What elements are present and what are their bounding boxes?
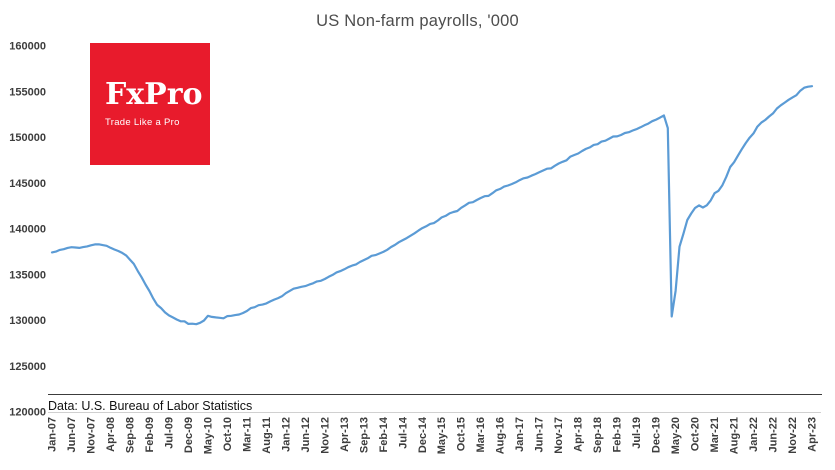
x-tick-label: Apr-18	[573, 417, 585, 452]
x-tick-label: Jun-17	[534, 417, 546, 452]
x-tick-label: Jun-07	[66, 417, 78, 452]
y-tick-label: 130000	[9, 315, 46, 327]
x-tick-label: Sep-08	[124, 417, 136, 453]
x-tick-label: Dec-14	[417, 416, 429, 453]
y-tick-label: 155000	[9, 86, 46, 98]
x-tick-label: Oct-20	[690, 417, 702, 451]
payrolls-series-line	[50, 85, 814, 326]
x-tick-label: Dec-09	[183, 417, 195, 453]
x-tick-label: Mar-21	[709, 417, 721, 452]
x-tick-label: Jun-22	[768, 417, 780, 452]
x-tick-label: Aug-21	[729, 417, 741, 454]
x-tick-label: Mar-16	[475, 417, 487, 452]
y-tick-label: 135000	[9, 269, 46, 281]
x-tick-label: May-20	[670, 417, 682, 454]
x-tick-label: Jan-12	[280, 417, 292, 452]
x-tick-label: May-15	[436, 417, 448, 454]
y-tick-label: 150000	[9, 132, 46, 144]
y-tick-label: 160000	[9, 41, 46, 53]
x-tick-label: Apr-08	[105, 417, 117, 452]
x-tick-label: Jan-07	[47, 417, 59, 452]
x-tick-label: Sep-13	[358, 417, 370, 453]
x-tick-label: Aug-11	[261, 417, 273, 454]
x-tick-label: Feb-09	[144, 417, 156, 452]
x-tick-label: May-10	[202, 417, 214, 454]
y-tick-label: 145000	[9, 178, 46, 190]
y-tick-label: 125000	[9, 361, 46, 373]
fxpro-logo-tagline: Trade Like a Pro	[105, 117, 180, 128]
x-tick-label: Oct-15	[456, 417, 468, 451]
x-tick-label: Nov-12	[319, 417, 331, 454]
x-tick-label: Feb-19	[612, 417, 624, 452]
x-tick-label: Aug-16	[495, 417, 507, 454]
y-tick-label: 140000	[9, 224, 46, 236]
x-tick-label: Jan-22	[748, 417, 760, 452]
x-tick-label: Nov-22	[787, 417, 799, 454]
x-tick-label: Dec-19	[651, 417, 663, 453]
x-tick-label: Feb-14	[378, 416, 390, 452]
x-tick-label: Jul-09	[163, 417, 175, 449]
fxpro-logo-wordmark: FxPro	[105, 77, 203, 112]
x-tick-label: Sep-18	[592, 417, 604, 453]
fxpro-logo: FxPro Trade Like a Pro	[90, 43, 210, 165]
data-source-note: Data: U.S. Bureau of Labor Statistics	[48, 394, 822, 413]
x-tick-label: Nov-07	[86, 417, 98, 454]
x-tick-label: Mar-11	[241, 417, 253, 452]
x-tick-label: Jun-12	[300, 417, 312, 452]
x-tick-label: Nov-17	[553, 417, 565, 454]
x-tick-label: Apr-13	[339, 417, 351, 452]
y-tick-label: 120000	[9, 407, 46, 419]
x-tick-label: Oct-10	[222, 417, 234, 451]
x-tick-label: Jul-19	[631, 417, 643, 449]
x-tick-label: Jan-17	[514, 417, 526, 452]
x-tick-label: Jul-14	[397, 416, 409, 449]
chart-title: US Non-farm payrolls, '000	[316, 12, 519, 30]
x-tick-label: Apr-23	[807, 417, 819, 452]
